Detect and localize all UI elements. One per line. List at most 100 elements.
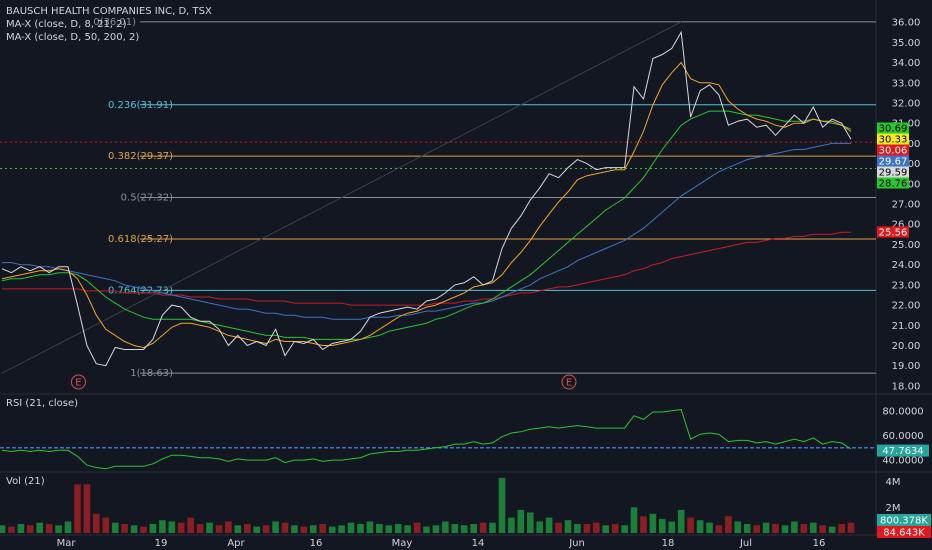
- volume-bar-75: [706, 522, 713, 533]
- volume-bar-77: [725, 516, 732, 533]
- volume-bar-23: [215, 525, 223, 533]
- chart-legend[interactable]: BAUSCH HEALTH COMPANIES INC, D, TSX MA-X…: [6, 5, 212, 44]
- volume-bar-38: [357, 524, 364, 533]
- price-badge-0: [877, 122, 909, 134]
- price-badge-1: [877, 133, 909, 145]
- volume-badge-0: [877, 514, 931, 526]
- ma8-line: [1, 61, 852, 349]
- volume-bar-82: [772, 524, 779, 533]
- rsi-tick-0: 80.0000: [882, 406, 923, 417]
- volume-tick-0: 4M: [886, 477, 901, 488]
- volume-bar-32: [300, 526, 308, 533]
- price-badge-5: [877, 177, 909, 189]
- time-axis[interactable]: Mar 19 Apr 16 May 14 Jun 18 Jul 16: [57, 538, 826, 549]
- volume-badge-text-0: 800.378K: [880, 516, 928, 527]
- volume-bar-78: [734, 521, 742, 533]
- rsi-current-value: 47.7634: [882, 446, 923, 457]
- fib-label-3: 0.618(25.27): [108, 234, 173, 245]
- volume-bar-21: [196, 524, 204, 533]
- volume-bar-15: [140, 526, 147, 533]
- volume-bar-86: [810, 522, 817, 533]
- volume-bar-11: [102, 517, 110, 533]
- volume-bar-57: [536, 521, 543, 533]
- volume-bar-76: [715, 525, 723, 533]
- volume-bar-30: [281, 522, 289, 533]
- volume-bar-29: [272, 521, 279, 533]
- volume-bar-31: [291, 525, 298, 533]
- volume-bar-17: [159, 520, 166, 533]
- fib-label-0: 0(36.01): [93, 17, 136, 28]
- volume-bar-67: [630, 507, 638, 533]
- time-tick-4: May: [392, 538, 413, 549]
- time-tick-2: Apr: [227, 538, 245, 549]
- price-tick-4: 32.00: [892, 98, 921, 109]
- volume-bar-58: [545, 517, 553, 533]
- volume-bar-16: [149, 524, 157, 533]
- volume-bar-34: [319, 524, 326, 533]
- price-badge-3: [877, 155, 909, 167]
- volume-bar-68: [640, 516, 647, 533]
- volume-bar-18: [168, 521, 176, 533]
- horizontal-lines[interactable]: [0, 141, 876, 169]
- time-tick-6: Jun: [568, 538, 585, 549]
- rsi-pane: 47.7634: [0, 409, 929, 470]
- volume-bar-84: [791, 521, 798, 533]
- volume-bar-7: [64, 521, 72, 533]
- close-price-line: [1, 30, 852, 367]
- earnings-label-0: E: [75, 378, 81, 389]
- volume-bar-24: [225, 521, 232, 533]
- volume-bar-48: [451, 524, 459, 533]
- volume-bar-43: [404, 525, 411, 533]
- volume-bar-1: [8, 526, 15, 533]
- price-badge-text-3: 29.67: [879, 157, 908, 168]
- price-badge-2: [877, 144, 909, 156]
- price-tick-12: 24.00: [892, 260, 921, 271]
- volume-bar-4: [36, 522, 43, 533]
- price-tick-9: 27.00: [892, 200, 921, 211]
- rsi-title[interactable]: RSI (21, close): [6, 398, 79, 409]
- volume-bar-81: [762, 522, 770, 533]
- price-tick-14: 22.00: [892, 301, 921, 312]
- volume-bar-13: [121, 524, 128, 533]
- fib-label-1: 0.382(29.37): [108, 151, 173, 162]
- volume-bar-26: [244, 524, 251, 533]
- volume-bar-61: [574, 524, 581, 533]
- price-tick-1: 35.00: [892, 38, 921, 49]
- fibonacci-levels[interactable]: 0(36.01) 0.236(31.91) 0.382(29.37) 0.5(27.3…: [93, 17, 876, 379]
- price-badge-text-5: 28.76: [879, 179, 908, 190]
- volume-bar-27: [253, 526, 260, 533]
- price-tick-18: 18.00: [892, 381, 921, 392]
- fib-trend-line: [1, 21, 682, 374]
- volume-bar-83: [781, 525, 789, 533]
- time-tick-8: Jul: [739, 538, 752, 549]
- volume-bar-20: [187, 517, 194, 533]
- price-badge-text-0: 30.69: [879, 124, 908, 135]
- time-tick-3: 16: [310, 538, 323, 549]
- volume-bar-65: [611, 524, 619, 533]
- indicator-ma-50-200[interactable]: MA-X (close, D, 50, 200, 2): [6, 32, 140, 43]
- price-tick-2: 34.00: [892, 58, 921, 69]
- volume-bar-49: [460, 525, 468, 533]
- indicator-ma-8-21[interactable]: MA-X (close, D, 8, 21, 2): [6, 19, 127, 30]
- volume-bar-25: [234, 525, 242, 533]
- volume-bar-6: [55, 525, 62, 533]
- volume-bar-51: [479, 522, 487, 533]
- time-tick-0: Mar: [57, 538, 77, 549]
- earnings-label-1: E: [566, 378, 572, 389]
- fib-label-4: 0.764(22.73): [108, 285, 173, 296]
- volume-bar-19: [177, 522, 185, 533]
- volume-bar-42: [394, 524, 402, 533]
- trend-line[interactable]: [1, 21, 682, 374]
- volume-bar-8: [74, 484, 81, 533]
- fib-label-5: 1(18.63): [130, 368, 173, 379]
- volume-bar-70: [659, 518, 666, 533]
- volume-bar-74: [696, 520, 704, 533]
- volume-bar-71: [668, 521, 676, 533]
- ma50-line: [2, 142, 851, 320]
- volume-title[interactable]: Vol (21): [6, 476, 45, 487]
- volume-bar-45: [423, 526, 430, 533]
- price-axis[interactable]: 36.0035.0034.0033.0032.0031.0030.0029.00…: [882, 18, 923, 514]
